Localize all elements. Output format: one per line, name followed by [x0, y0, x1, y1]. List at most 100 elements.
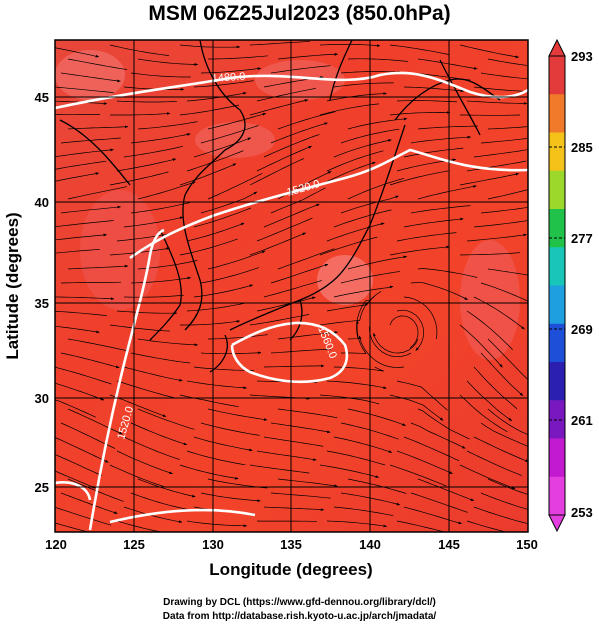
streamline [193, 436, 253, 452]
colorbar-label: 293 [571, 49, 593, 64]
y-tick-label: 45 [35, 90, 49, 105]
streamline [403, 506, 462, 525]
x-axis-label: Longitude (degrees) [209, 560, 372, 579]
streamline [55, 113, 101, 115]
streamline [55, 437, 109, 463]
streamline [55, 506, 112, 526]
streamline [55, 399, 96, 418]
streamlines [55, 41, 528, 532]
credit-drawing: Drawing by DCL (https://www.gfd-dennou.o… [163, 597, 436, 608]
streamline [403, 86, 465, 93]
streamline [193, 366, 254, 371]
streamline [263, 364, 325, 368]
x-tick-label: 145 [438, 537, 460, 552]
streamline [137, 181, 196, 200]
streamline [249, 158, 304, 186]
streamline [60, 352, 120, 369]
colorbar-bottom-arrow [548, 514, 566, 533]
streamline [207, 250, 266, 270]
streamline [186, 380, 247, 390]
streamline [186, 91, 247, 102]
streamline [326, 150, 384, 172]
streamline [263, 203, 320, 228]
x-tick-label: 135 [280, 537, 302, 552]
streamline [116, 231, 177, 242]
x-tick-label: 125 [123, 537, 145, 552]
streamline [55, 86, 114, 93]
streamline [459, 394, 508, 433]
streamline [487, 408, 528, 436]
streamline [200, 191, 258, 214]
streamline [389, 394, 444, 421]
streamline [270, 263, 329, 284]
streamline [480, 352, 524, 397]
x-tick-label: 130 [202, 537, 224, 552]
streamline [116, 380, 175, 399]
streamline [55, 100, 108, 105]
streamline [130, 422, 188, 446]
streamline [200, 351, 262, 355]
streamline [487, 338, 528, 381]
streamline [326, 92, 387, 102]
streamline [263, 436, 324, 447]
x-tick-labels: 120 125 130 135 140 145 150 [45, 537, 538, 552]
streamline [347, 408, 406, 426]
streamline [116, 100, 178, 103]
streamline [403, 296, 438, 340]
streamline [487, 189, 528, 200]
streamline [333, 209, 392, 228]
streamline [417, 478, 475, 502]
streamline [249, 314, 310, 326]
streamline [410, 492, 468, 513]
streamline [277, 111, 336, 130]
plot-area: 1480.0 1520.0 1520.0 1560.0 [55, 40, 528, 532]
streamline [277, 52, 339, 60]
y-tick-label: 30 [35, 391, 49, 406]
streamline [417, 185, 477, 200]
streamline [200, 67, 262, 74]
y-tick-label: 40 [35, 195, 49, 210]
colorbar-segment [549, 209, 565, 248]
streamline [466, 100, 528, 105]
streamline [417, 408, 470, 440]
streamline [473, 296, 525, 330]
contour-label-1480: 1480.0 [211, 71, 245, 85]
streamline [417, 58, 478, 70]
streamline [473, 436, 528, 462]
streamline [137, 338, 199, 347]
streamline [417, 125, 478, 130]
streamline [55, 172, 100, 182]
streamline [389, 315, 419, 349]
colorbar-segment [549, 476, 565, 516]
streamline [487, 268, 528, 276]
streamline [459, 44, 520, 59]
streamline [410, 205, 471, 214]
streamline [403, 147, 464, 158]
colorbar-label: 277 [571, 231, 593, 246]
streamline [109, 464, 166, 488]
streamline [249, 41, 310, 46]
streamline [358, 335, 405, 368]
streamline [130, 72, 191, 78]
streamline [256, 145, 312, 172]
streamline [249, 464, 310, 474]
colorbar-segment [549, 323, 565, 363]
streamline [67, 408, 123, 435]
streamline [326, 380, 387, 389]
y-tick-labels: 25 30 35 40 45 [35, 90, 49, 495]
streamline [208, 55, 268, 60]
streamline [333, 285, 394, 298]
streamline [473, 220, 528, 228]
x-tick-label: 120 [45, 537, 67, 552]
streamline [193, 284, 254, 298]
streamline [347, 296, 375, 340]
streamline [130, 352, 191, 364]
streamline [466, 380, 513, 422]
y-axis-label: Latitude (degrees) [3, 212, 22, 359]
streamline [67, 125, 129, 130]
streamline [186, 302, 247, 312]
streamline [319, 301, 368, 326]
streamline [480, 206, 528, 214]
y-tick-label: 25 [35, 480, 49, 495]
